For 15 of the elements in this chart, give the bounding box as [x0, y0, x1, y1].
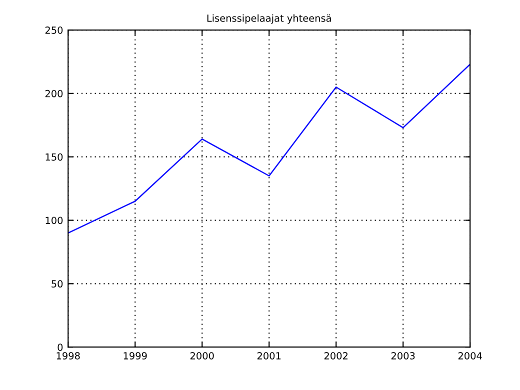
- x-tick-label: 2001: [257, 352, 281, 360]
- y-tick-label: 250: [45, 26, 63, 34]
- y-tick-label: 200: [45, 90, 63, 98]
- x-tick-label: 2004: [458, 352, 482, 360]
- y-tick-label: 100: [46, 216, 63, 224]
- y-tick-label: 50: [52, 280, 63, 288]
- x-tick-label: 1998: [56, 352, 80, 360]
- chart-title: Lisenssipelaajat yhteensä: [207, 14, 331, 24]
- x-tick-label: 2003: [391, 352, 415, 360]
- y-tick-label: 150: [46, 153, 63, 161]
- x-tick-label: 2002: [324, 352, 348, 360]
- x-tick-label: 1999: [124, 352, 147, 360]
- x-tick-label: 2000: [190, 352, 214, 360]
- line-series: [68, 64, 470, 234]
- y-tick-label: 0: [58, 344, 63, 351]
